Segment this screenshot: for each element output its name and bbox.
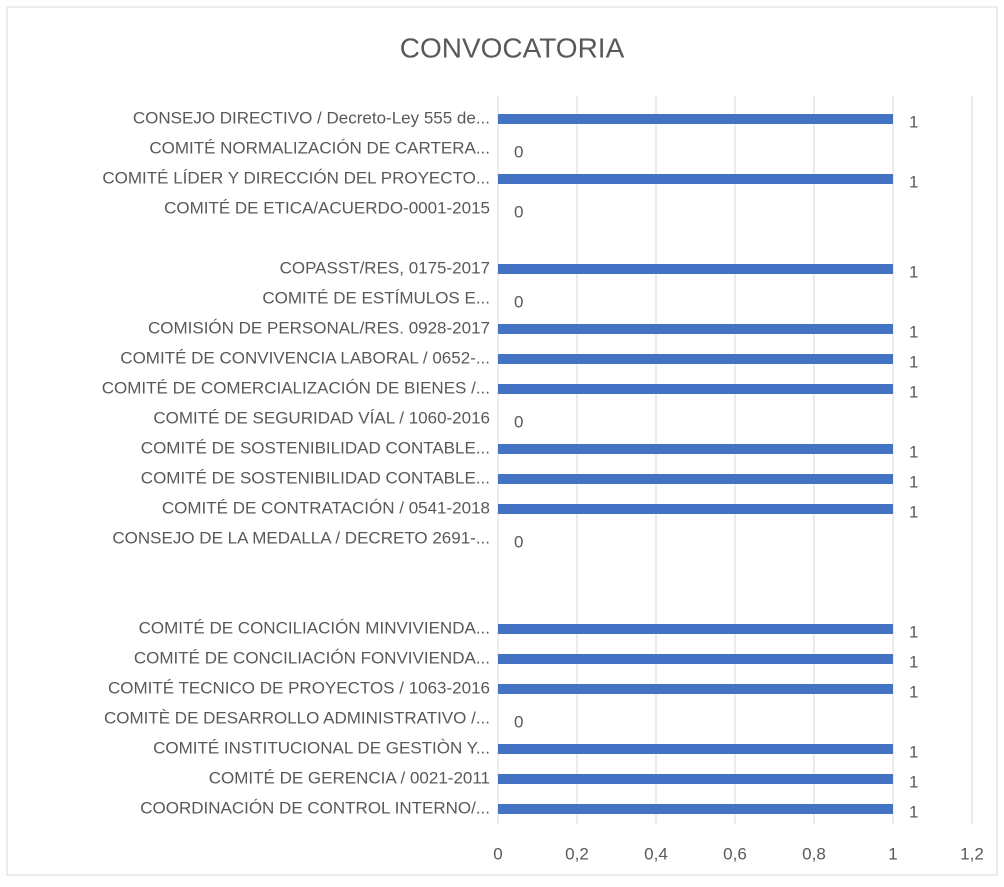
data-label: 0 bbox=[514, 412, 523, 431]
data-label: 1 bbox=[909, 382, 918, 401]
y-tick-label: COMITÉ DE ESTÍMULOS E... bbox=[262, 288, 490, 307]
y-tick-label: COMITÉ DE ETICA/ACUERDO-0001-2015 bbox=[164, 198, 490, 217]
bar bbox=[498, 444, 893, 454]
bar bbox=[498, 654, 893, 664]
bar bbox=[498, 354, 893, 364]
y-tick-label: COMITÉ DE SOSTENIBILIDAD CONTABLE... bbox=[141, 468, 490, 487]
y-tick-label: COMITÉ DE CONTRATACIÓN / 0541-2018 bbox=[162, 498, 490, 517]
bar bbox=[498, 804, 893, 814]
x-tick-label: 0 bbox=[493, 844, 502, 863]
data-label: 0 bbox=[514, 532, 523, 551]
data-label: 1 bbox=[909, 472, 918, 491]
y-tick-label: COMITÉ DE SOSTENIBILIDAD CONTABLE... bbox=[141, 438, 490, 457]
data-label: 0 bbox=[514, 292, 523, 311]
data-label: 1 bbox=[909, 802, 918, 821]
bar bbox=[498, 504, 893, 514]
y-tick-label: COMITÉ DE CONCILIACIÓN FONVIVIENDA... bbox=[134, 648, 490, 667]
y-tick-label: COMITÉ DE GERENCIA / 0021-2011 bbox=[209, 768, 490, 787]
data-label: 1 bbox=[909, 262, 918, 281]
data-label: 1 bbox=[909, 682, 918, 701]
y-tick-label: CONSEJO DE LA MEDALLA / DECRETO 2691-... bbox=[112, 528, 490, 547]
data-label: 1 bbox=[909, 322, 918, 341]
bar bbox=[498, 774, 893, 784]
bar bbox=[498, 474, 893, 484]
y-tick-label: COMITÉ DE CONVIVENCIA LABORAL / 0652-... bbox=[120, 348, 490, 367]
bar bbox=[498, 624, 893, 634]
data-label: 1 bbox=[909, 442, 918, 461]
bar bbox=[498, 384, 893, 394]
x-tick-label: 0,6 bbox=[723, 844, 747, 863]
y-tick-label: COMITÉ NORMALIZACIÓN DE CARTERA... bbox=[149, 138, 490, 157]
y-tick-label: COMITÈ DE DESARROLLO ADMINISTRATIVO /... bbox=[104, 708, 490, 727]
chart-border bbox=[6, 6, 998, 876]
x-tick-label: 0,8 bbox=[802, 844, 826, 863]
chart-title: CONVOCATORIA bbox=[400, 32, 625, 63]
x-tick-label: 1,2 bbox=[960, 844, 984, 863]
bar bbox=[498, 324, 893, 334]
bar bbox=[498, 174, 893, 184]
x-tick-label: 0,4 bbox=[644, 844, 668, 863]
y-tick-label: COMITÉ DE CONCILIACIÓN MINVIVIENDA... bbox=[139, 618, 490, 637]
x-tick-label: 1 bbox=[888, 844, 897, 863]
data-label: 1 bbox=[909, 172, 918, 191]
data-label: 1 bbox=[909, 772, 918, 791]
bar bbox=[498, 684, 893, 694]
data-label: 1 bbox=[909, 652, 918, 671]
bar bbox=[498, 264, 893, 274]
data-label: 1 bbox=[909, 622, 918, 641]
bar bbox=[498, 744, 893, 754]
bar bbox=[498, 114, 893, 124]
y-tick-label: COORDINACIÓN DE CONTROL INTERNO/... bbox=[140, 798, 490, 817]
y-tick-label: COPASST/RES, 0175-2017 bbox=[280, 258, 490, 277]
data-label: 0 bbox=[514, 202, 523, 221]
y-tick-label: COMISIÓN DE PERSONAL/RES. 0928-2017 bbox=[148, 318, 490, 337]
data-label: 1 bbox=[909, 502, 918, 521]
data-label: 0 bbox=[514, 712, 523, 731]
y-tick-label: CONSEJO DIRECTIVO / Decreto-Ley 555 de..… bbox=[133, 108, 490, 127]
y-tick-label: COMITÉ TECNICO DE PROYECTOS / 1063-2016 bbox=[108, 678, 490, 697]
data-label: 0 bbox=[514, 142, 523, 161]
x-tick-label: 0,2 bbox=[565, 844, 589, 863]
data-label: 1 bbox=[909, 742, 918, 761]
y-tick-label: COMITÉ INSTITUCIONAL DE GESTIÒN Y... bbox=[153, 738, 490, 757]
data-label: 1 bbox=[909, 112, 918, 131]
y-tick-label: COMITÉ LÍDER Y DIRECCIÓN DEL PROYECTO... bbox=[102, 168, 490, 187]
y-tick-label: COMITÉ DE SEGURIDAD VÍAL / 1060-2016 bbox=[153, 408, 490, 427]
y-tick-label: COMITÉ DE COMERCIALIZACIÓN DE BIENES /..… bbox=[102, 378, 490, 397]
data-label: 1 bbox=[909, 352, 918, 371]
